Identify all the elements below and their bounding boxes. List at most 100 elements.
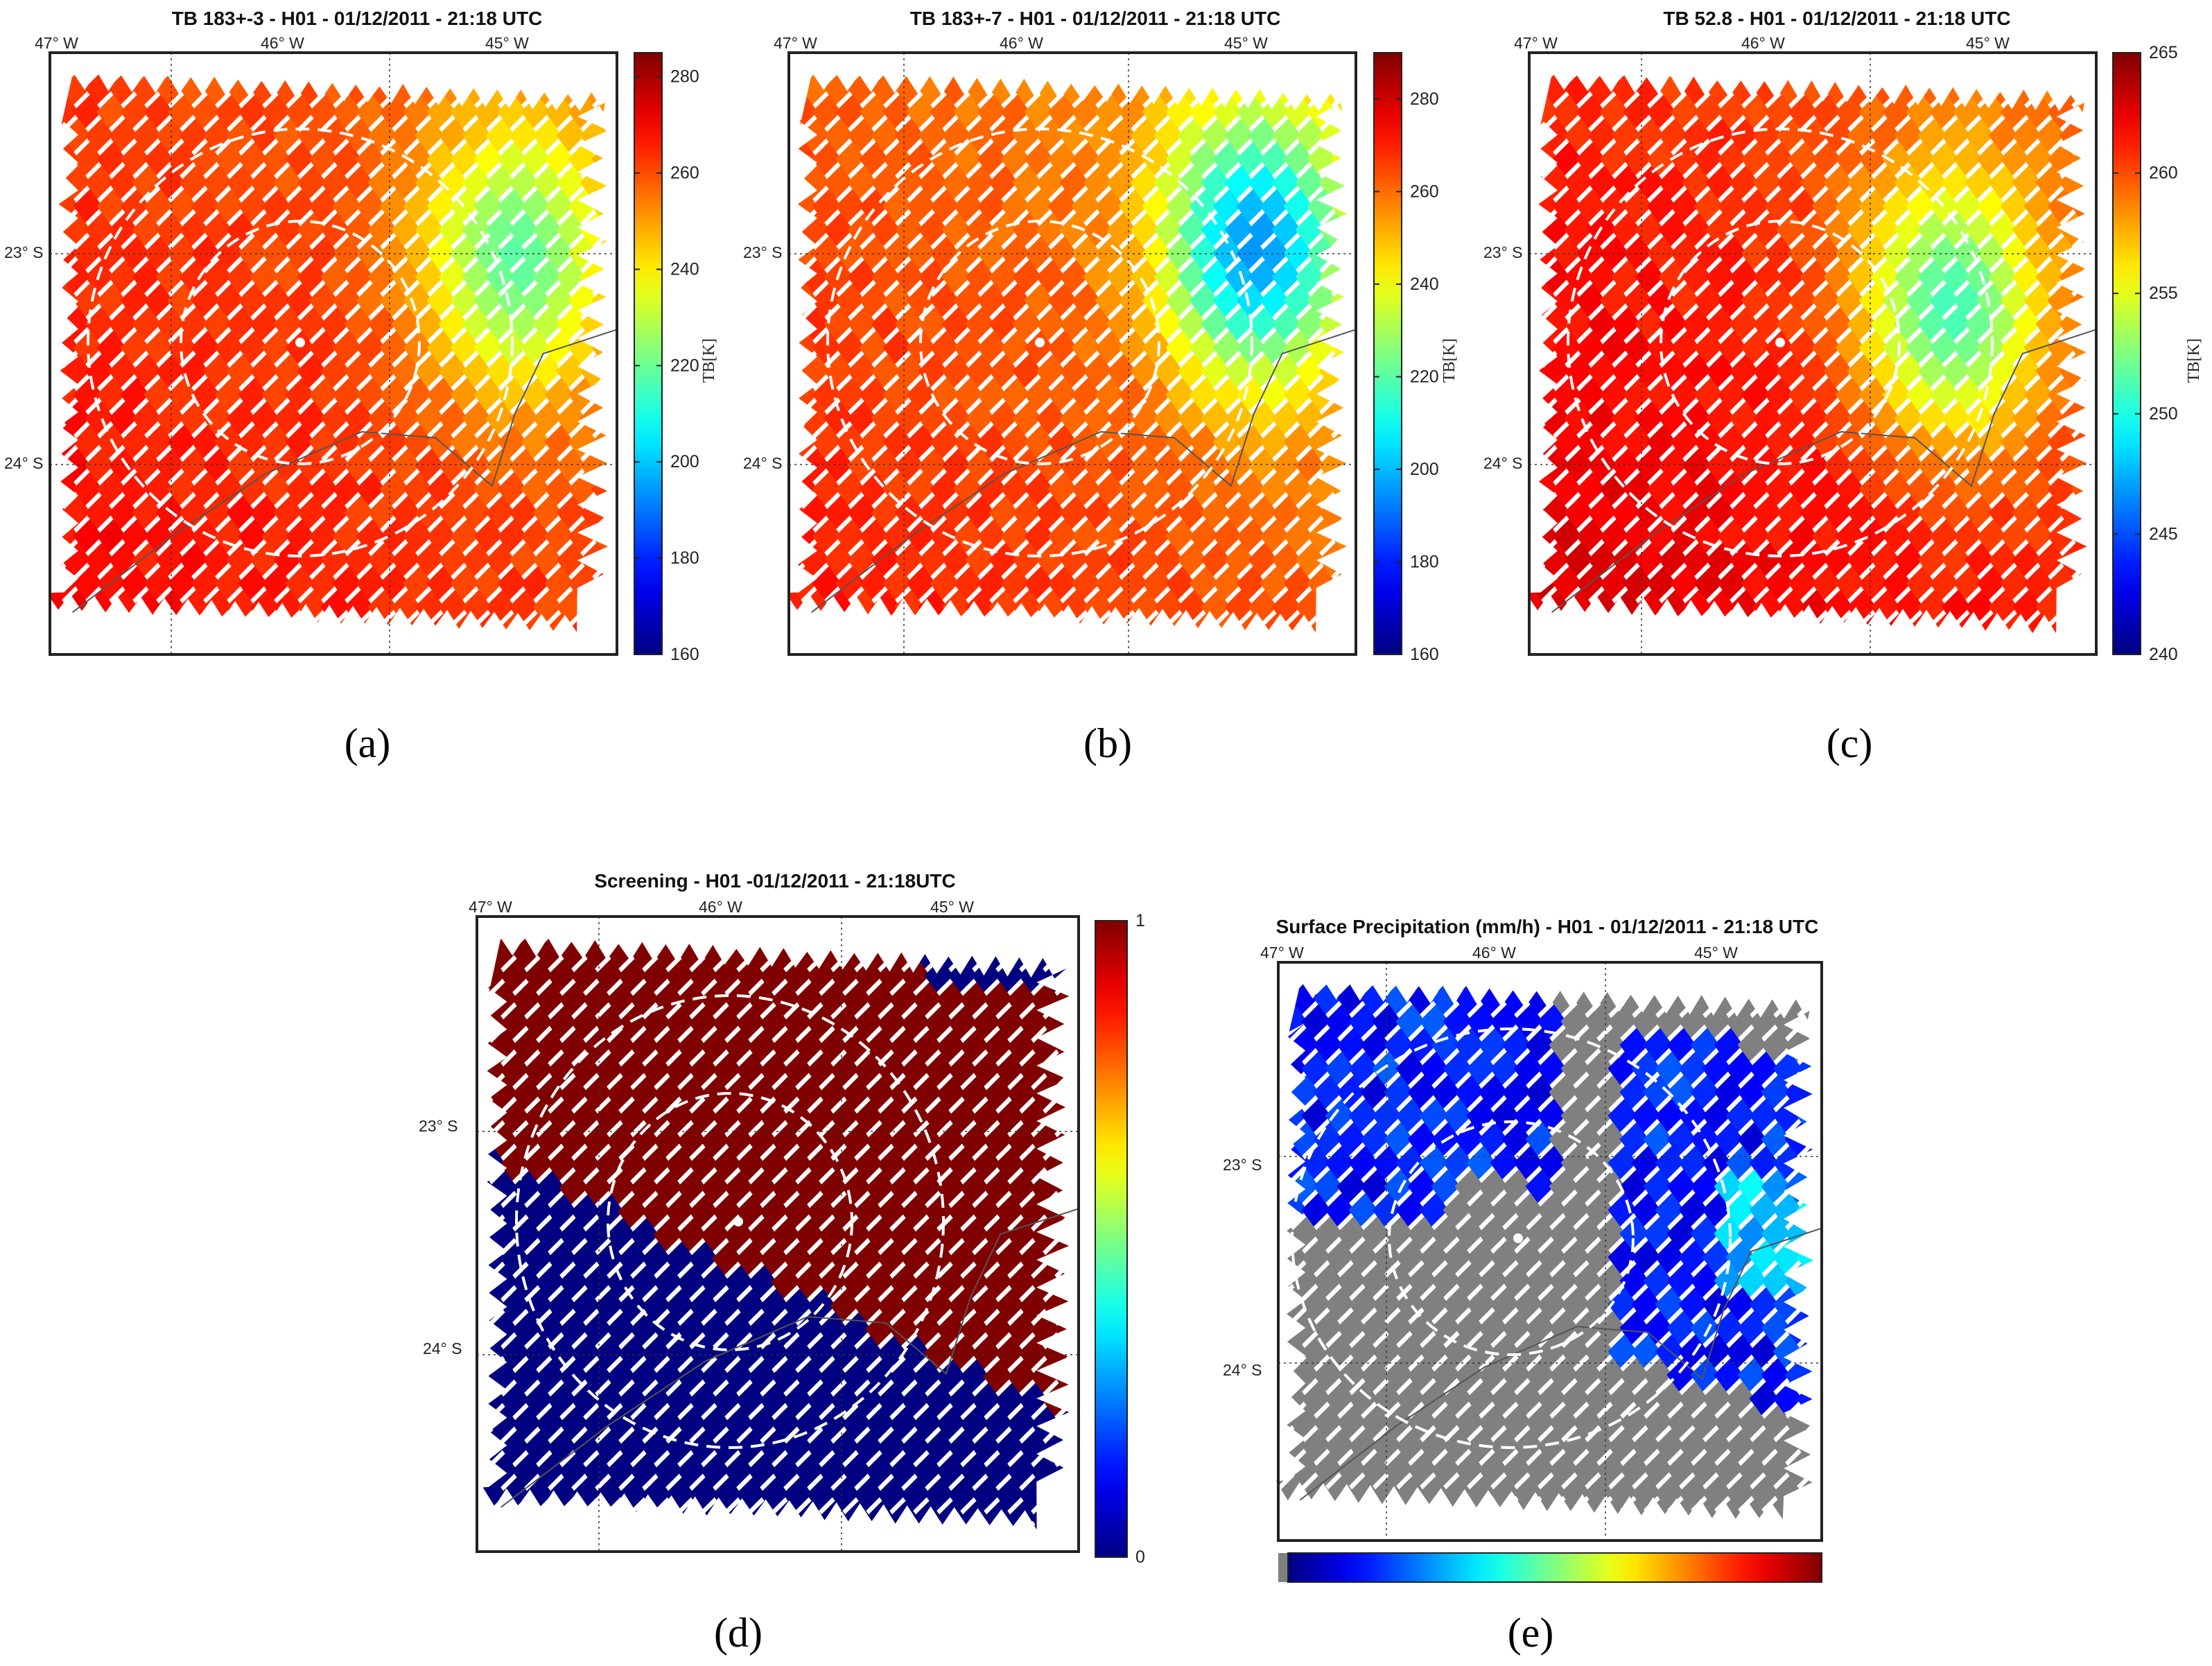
heatmap-cell [156,684,184,718]
heatmap-cell [1856,1075,1884,1109]
heatmap-cell [474,661,503,694]
heatmap-cell [865,937,895,969]
panel-e-caption: (e) [1508,1610,1554,1656]
heatmap-cell [580,306,609,341]
heatmap-cell [1844,1005,1872,1038]
heatmap-cell [1224,72,1254,105]
panel-b-range-rings [826,128,1253,557]
heatmap-cell [1820,1335,1849,1368]
heatmap-cell [1048,661,1077,694]
heatmap-cell [1054,1548,1083,1581]
heatmap-cell [883,661,912,694]
heatmap-cell [836,661,864,694]
heatmap-cell [930,661,959,694]
panel-b-lat-tick-24s: 24° S [743,454,783,472]
heatmap-cell [1007,1548,1036,1581]
heatmap-cell [2059,589,2087,624]
heatmap-cell [2154,449,2182,482]
heatmap-cell [1065,1382,1070,1417]
colorbar-tick-label: 280 [1410,89,1439,109]
heatmap-cell [1856,1405,1884,1439]
panel-a-lon-tick-46w: 46° W [261,34,304,52]
heatmap-cell [482,937,494,969]
heatmap-cell [1576,613,1605,634]
heatmap-cell [121,661,149,694]
heatmap-cell [1867,1240,1896,1274]
panel-e-range-rings [1291,1027,1732,1449]
heatmap-cell [1832,1311,1861,1344]
heatmap-cell [663,519,691,553]
heatmap-cell [2012,72,2041,105]
panel-a-lat-tick-23s: 23° S [4,243,44,261]
heatmap-cell [937,1548,965,1581]
panel-a-frame [49,51,618,656]
panel-b-colorbar-ticks: 160 180 200 220 240 260 280 [1374,89,1439,664]
heatmap-cell [238,661,267,694]
panel-c: TB 52.8 - H01 - 01/12/2011 - 21:18 UTC 4… [1483,8,2203,766]
panel-e-lat-tick-24s: 24° S [1223,1361,1262,1379]
heatmap-cell [966,684,994,718]
heatmap-cell [983,937,1013,969]
panel-b-lon-tick-45w: 45° W [1224,34,1268,52]
heatmap-cell [912,937,942,969]
heatmap-cell [524,1572,552,1605]
heatmap-cell [261,613,291,632]
heatmap-cell [1844,1099,1872,1132]
heatmap-cell [1659,684,1687,718]
heatmap-cell [1832,1170,1861,1203]
panel-e-gridlines [1278,962,1822,1541]
heatmap-cell [1824,684,1852,718]
heatmap-cell [674,590,703,623]
panel-e-inner-ring [1388,1120,1635,1356]
heatmap-cell [1275,1122,1296,1156]
heatmap-cell [46,71,67,105]
heatmap-cell [1402,142,1430,175]
heatmap-cell [1836,661,1864,694]
heatmap-cell [1125,1218,1153,1251]
panel-c-heatmap-cells [1526,72,2182,718]
panel-a-colorbar: 160 180 200 220 240 260 280 [634,52,699,664]
panel-d-colorbar-bar [1095,920,1128,1558]
heatmap-cell [2154,684,2182,718]
heatmap-cell [1879,1028,1908,1061]
heatmap-cell [1319,684,1348,718]
heatmap-cell [1065,958,1070,993]
heatmap-cell [1101,888,1130,921]
heatmap-cell [62,684,90,718]
heatmap-cell [1784,980,1814,1015]
heatmap-cell [936,937,966,969]
heatmap-cell [1832,934,1861,967]
heatmap-cell [143,613,173,632]
heatmap-cell [907,661,935,694]
heatmap-cell [1856,1122,1884,1156]
heatmap-cell [332,613,362,632]
heatmap-cell [785,212,806,247]
heatmap-cell [1867,1429,1896,1462]
heatmap-cell [674,684,703,718]
heatmap-cell [180,684,208,718]
heatmap-cell [2142,614,2170,647]
panel-d-outer-ring [515,994,945,1449]
heatmap-cell [736,1572,765,1605]
heatmap-cell [1867,1287,1896,1321]
heatmap-cell [866,1548,894,1581]
heatmap-cell [379,613,409,632]
heatmap-cell [663,95,691,128]
heatmap-cell [2035,72,2065,105]
heatmap-cell [1275,1405,1296,1439]
heatmap-cell [1965,684,1994,718]
heatmap-cell [1988,72,2018,105]
heatmap-cell [1072,661,1100,694]
heatmap-cell [1942,684,1970,718]
heatmap-cell [1413,119,1442,152]
heatmap-cell [521,661,550,694]
heatmap-cell [1036,684,1065,718]
heatmap-cell [1013,684,1041,718]
heatmap-cell [73,661,102,694]
heatmap-cell [1879,1264,1908,1297]
heatmap-cell [1248,684,1277,718]
heatmap-cell [1844,1476,1872,1509]
colorbar-tick-label: 280 [670,67,699,87]
heatmap-cell [1413,684,1442,718]
heatmap-cell [482,1217,494,1252]
